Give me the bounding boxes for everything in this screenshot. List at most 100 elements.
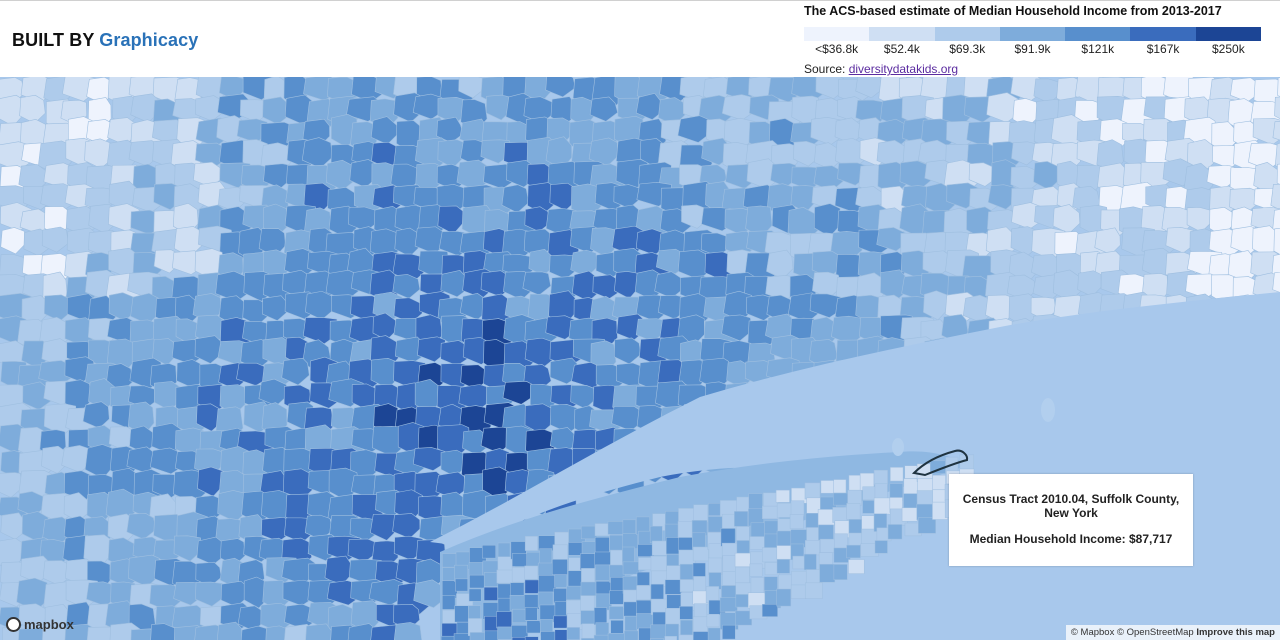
- census-tract[interactable]: [624, 630, 639, 640]
- census-tract[interactable]: [832, 507, 848, 523]
- census-tract[interactable]: [735, 566, 750, 584]
- census-tract[interactable]: [82, 401, 110, 429]
- census-tract[interactable]: [496, 611, 512, 629]
- census-tract[interactable]: [750, 577, 765, 594]
- census-tract[interactable]: [86, 626, 118, 640]
- census-tract[interactable]: [890, 467, 904, 482]
- census-tract[interactable]: [693, 504, 709, 523]
- census-tract[interactable]: [511, 637, 527, 640]
- census-tract[interactable]: [455, 578, 468, 592]
- census-tract[interactable]: [566, 627, 580, 640]
- attribution-text[interactable]: © Mapbox © OpenStreetMap: [1070, 627, 1194, 638]
- census-tract[interactable]: [18, 627, 50, 640]
- census-tract[interactable]: [804, 482, 821, 500]
- census-tract[interactable]: [393, 622, 423, 640]
- census-tract[interactable]: [1273, 227, 1280, 261]
- census-tract[interactable]: [650, 624, 667, 640]
- source-link[interactable]: diversitydatakids.org: [848, 62, 959, 76]
- census-tract[interactable]: [1252, 118, 1280, 146]
- census-tract[interactable]: [918, 517, 936, 534]
- census-tract[interactable]: [554, 574, 568, 588]
- census-tract[interactable]: [817, 509, 835, 526]
- census-tract[interactable]: [658, 97, 686, 126]
- census-tract[interactable]: [706, 614, 720, 628]
- long-island-tracts[interactable]: [440, 454, 978, 640]
- census-tract[interactable]: [1276, 163, 1280, 191]
- census-tract[interactable]: [526, 620, 543, 634]
- census-tract[interactable]: [735, 610, 752, 626]
- census-tract[interactable]: [220, 538, 246, 566]
- census-tract[interactable]: [469, 574, 485, 589]
- census-tract[interactable]: [761, 604, 778, 617]
- selected-tract-outline[interactable]: [911, 449, 969, 477]
- census-tract[interactable]: [803, 553, 817, 571]
- census-tract[interactable]: [707, 627, 721, 640]
- census-tract[interactable]: [636, 571, 650, 586]
- census-tract[interactable]: [736, 496, 750, 514]
- census-tract[interactable]: [610, 620, 624, 634]
- census-tract[interactable]: [468, 588, 482, 602]
- census-tract[interactable]: [497, 626, 514, 640]
- census-tract[interactable]: [719, 597, 738, 612]
- census-tract[interactable]: [453, 633, 471, 640]
- census-tract[interactable]: [524, 607, 538, 621]
- census-tract[interactable]: [749, 563, 763, 577]
- census-tract[interactable]: [679, 606, 694, 620]
- census-tract[interactable]: [762, 547, 779, 563]
- census-tract[interactable]: [545, 136, 573, 170]
- census-tract[interactable]: [622, 561, 640, 575]
- census-tract[interactable]: [932, 474, 946, 490]
- census-tract[interactable]: [776, 545, 792, 560]
- census-tract[interactable]: [901, 507, 918, 522]
- census-tract[interactable]: [678, 537, 695, 551]
- census-tract[interactable]: [721, 513, 737, 530]
- census-tract[interactable]: [636, 599, 652, 616]
- census-tract[interactable]: [607, 633, 627, 640]
- census-tract[interactable]: [679, 563, 695, 580]
- census-tract[interactable]: [789, 514, 804, 529]
- census-tract[interactable]: [552, 559, 568, 575]
- census-tract[interactable]: [173, 226, 203, 258]
- census-tract[interactable]: [804, 582, 823, 599]
- census-tract[interactable]: [623, 601, 639, 617]
- census-tract[interactable]: [819, 563, 836, 583]
- census-tract[interactable]: [677, 521, 694, 538]
- census-tract[interactable]: [833, 564, 848, 580]
- census-tract[interactable]: [734, 511, 749, 527]
- census-tract[interactable]: [580, 581, 597, 596]
- census-tract[interactable]: [484, 630, 499, 640]
- mapbox-logo[interactable]: mapbox: [6, 617, 74, 632]
- census-tract[interactable]: [566, 585, 583, 600]
- census-tract[interactable]: [692, 616, 708, 634]
- census-tract[interactable]: [554, 629, 569, 640]
- census-tract[interactable]: [833, 492, 848, 506]
- census-tract[interactable]: [666, 537, 681, 555]
- census-tract[interactable]: [593, 607, 608, 625]
- census-tract[interactable]: [678, 634, 697, 640]
- census-tract[interactable]: [846, 544, 861, 559]
- census-tract[interactable]: [552, 544, 568, 561]
- census-tract[interactable]: [622, 533, 639, 550]
- brand-logo[interactable]: BUILT BY Graphicacy: [12, 30, 198, 51]
- census-tract[interactable]: [707, 557, 723, 575]
- census-tracts[interactable]: [0, 77, 1280, 640]
- census-tract[interactable]: [454, 605, 469, 623]
- census-tract[interactable]: [522, 271, 552, 296]
- census-tract[interactable]: [581, 637, 597, 640]
- census-tract[interactable]: [692, 546, 709, 562]
- census-tract[interactable]: [496, 569, 514, 584]
- census-tract[interactable]: [693, 603, 708, 619]
- census-tract[interactable]: [1277, 77, 1280, 103]
- census-tract[interactable]: [1272, 121, 1280, 144]
- census-tract[interactable]: [482, 544, 496, 559]
- census-tract[interactable]: [580, 595, 595, 613]
- census-tract[interactable]: [708, 543, 723, 560]
- census-tract[interactable]: [607, 521, 626, 535]
- census-tract[interactable]: [762, 505, 780, 519]
- census-tract[interactable]: [622, 519, 636, 536]
- census-tract[interactable]: [664, 636, 678, 640]
- census-tract[interactable]: [609, 590, 625, 605]
- census-tract[interactable]: [665, 608, 682, 627]
- census-tract[interactable]: [664, 579, 683, 595]
- census-tract[interactable]: [846, 503, 861, 520]
